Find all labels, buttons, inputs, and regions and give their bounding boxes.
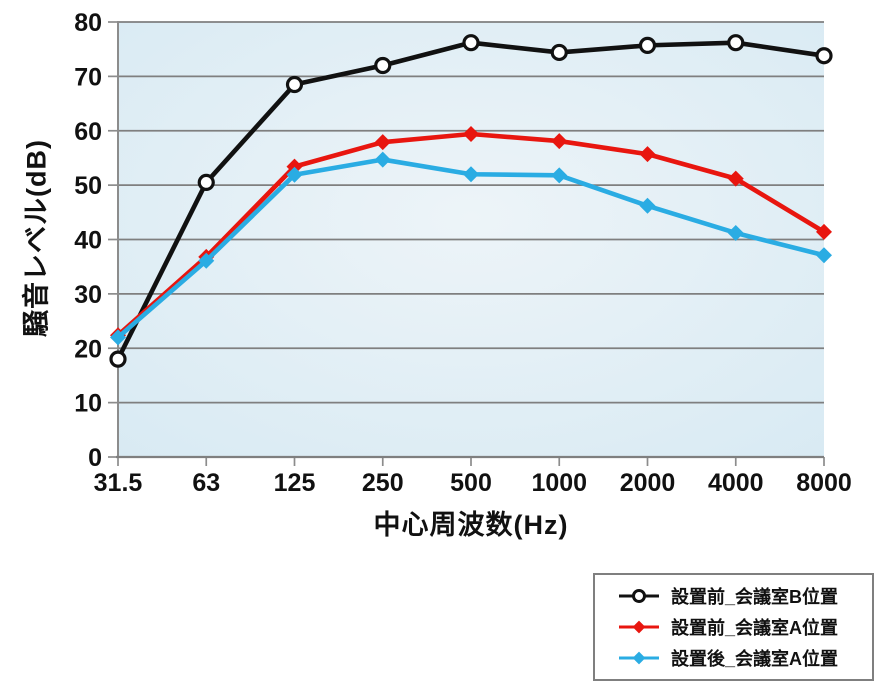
- legend-label: 設置前_会議室B位置: [671, 587, 839, 607]
- diamond-marker-icon: [632, 651, 646, 665]
- svg-text:1000: 1000: [531, 469, 587, 497]
- svg-text:250: 250: [362, 469, 404, 497]
- svg-text:50: 50: [74, 172, 102, 200]
- y-axis-title: 騒音レベル(dB): [21, 139, 52, 337]
- legend-item-before-room-b: 設置前_会議室B位置: [619, 583, 872, 609]
- svg-text:40: 40: [74, 227, 102, 255]
- legend-label: 設置後_会議室A位置: [671, 649, 839, 669]
- legend-swatch-before-room-a: [619, 619, 659, 635]
- svg-text:2000: 2000: [620, 469, 676, 497]
- legend: 設置前_会議室B位置 設置前_会議室A位置 設置後_会議室A位置: [593, 573, 874, 681]
- legend-swatch-after-room-a: [619, 650, 659, 666]
- legend-item-before-room-a: 設置前_会議室A位置: [619, 614, 872, 640]
- svg-text:70: 70: [74, 63, 102, 91]
- plot-area: 0 10 20 30 40 50 60 70 80 31.5 63 125 250 500 1000 2000…: [74, 9, 852, 497]
- svg-text:30: 30: [74, 281, 102, 309]
- svg-text:125: 125: [274, 469, 316, 497]
- legend-label: 設置前_会議室A位置: [671, 618, 839, 638]
- svg-text:4000: 4000: [708, 469, 764, 497]
- svg-text:500: 500: [450, 469, 492, 497]
- legend-swatch-before-room-b: [619, 588, 659, 604]
- svg-text:8000: 8000: [796, 469, 852, 497]
- svg-text:0: 0: [88, 444, 102, 472]
- svg-text:60: 60: [74, 118, 102, 146]
- svg-text:10: 10: [74, 390, 102, 418]
- open-circle-marker-icon: [632, 589, 646, 603]
- chart-svg: 0 10 20 30 40 50 60 70 80 31.5 63 125 250 500 1000 2000…: [74, 9, 852, 497]
- diamond-marker-icon: [632, 620, 646, 634]
- svg-text:20: 20: [74, 335, 102, 363]
- svg-text:80: 80: [74, 9, 102, 37]
- svg-text:63: 63: [192, 469, 220, 497]
- svg-text:31.5: 31.5: [94, 469, 143, 497]
- x-axis-title: 中心周波数(Hz): [373, 510, 569, 540]
- legend-item-after-room-a: 設置後_会議室A位置: [619, 645, 872, 671]
